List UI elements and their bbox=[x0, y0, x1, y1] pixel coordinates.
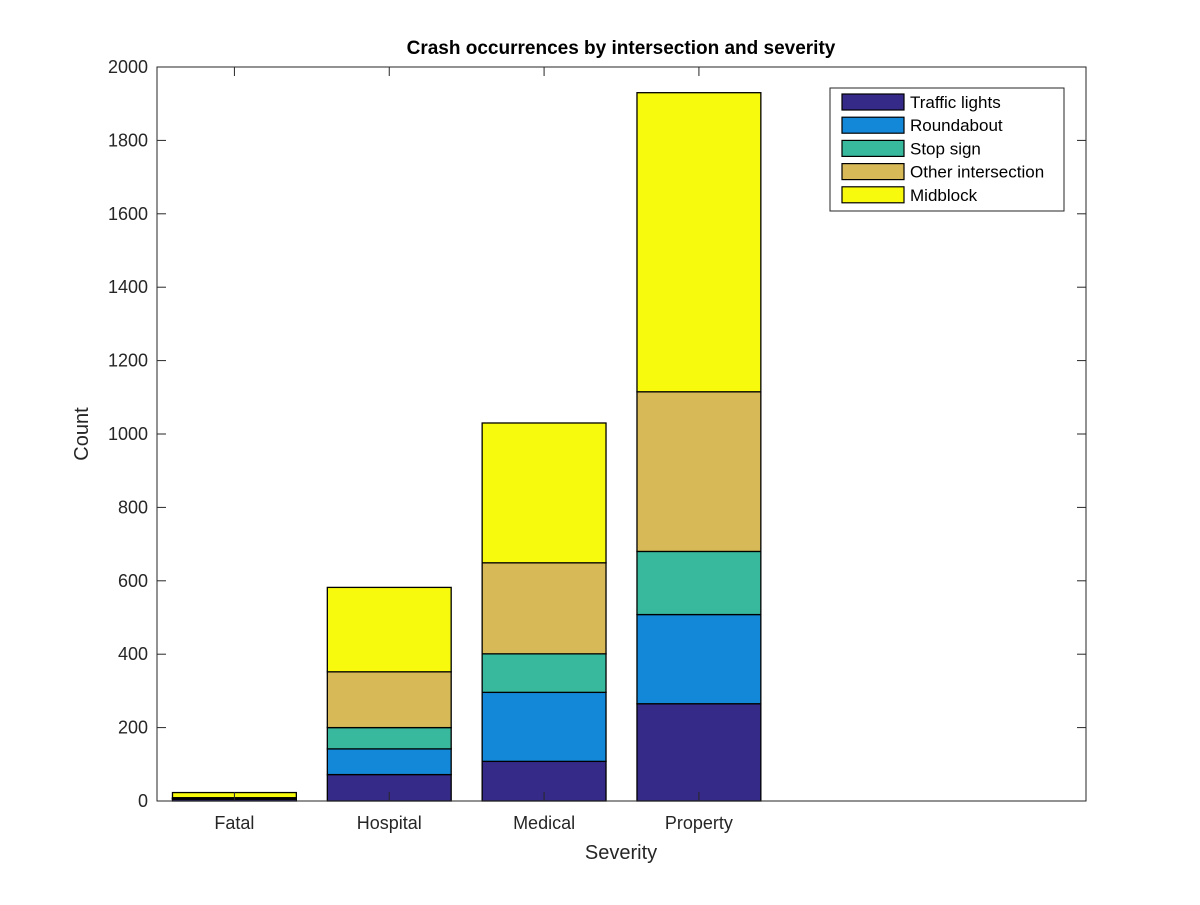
x-axis-label: Severity bbox=[585, 842, 657, 864]
bar-property-midblock bbox=[637, 93, 761, 392]
x-tick-label-hospital: Hospital bbox=[357, 813, 422, 833]
legend-label-midblock: Midblock bbox=[910, 186, 978, 205]
bar-property-stop-sign bbox=[637, 551, 761, 614]
bar-property-roundabout bbox=[637, 615, 761, 704]
y-tick-label-200: 200 bbox=[118, 718, 148, 738]
bar-medical-other-intersection bbox=[482, 563, 606, 654]
y-tick-label-1200: 1200 bbox=[108, 351, 148, 371]
x-tick-label-property: Property bbox=[665, 813, 733, 833]
legend-swatch-other-intersection bbox=[842, 164, 904, 180]
bar-hospital-other-intersection bbox=[327, 672, 451, 728]
bar-medical-midblock bbox=[482, 423, 606, 563]
y-tick-label-800: 800 bbox=[118, 497, 148, 517]
y-tick-label-400: 400 bbox=[118, 644, 148, 664]
bar-medical-roundabout bbox=[482, 692, 606, 761]
legend-swatch-roundabout bbox=[842, 117, 904, 133]
legend: Traffic lights Roundabout Stop sign Other i… bbox=[830, 88, 1064, 211]
y-tick-label-1600: 1600 bbox=[108, 204, 148, 224]
bar-hospital-roundabout bbox=[327, 749, 451, 775]
bar-property-traffic-lights bbox=[637, 704, 761, 801]
chart-title: Crash occurrences by intersection and se… bbox=[407, 38, 836, 59]
legend-label-traffic-lights: Traffic lights bbox=[910, 93, 1001, 112]
bar-medical-stop-sign bbox=[482, 654, 606, 693]
bar-hospital-stop-sign bbox=[327, 728, 451, 749]
y-tick-label-2000: 2000 bbox=[108, 57, 148, 77]
y-tick-label-1800: 1800 bbox=[108, 130, 148, 150]
y-tick-label-1000: 1000 bbox=[108, 424, 148, 444]
y-tick-label-600: 600 bbox=[118, 571, 148, 591]
y-axis-label: Count bbox=[71, 407, 93, 461]
x-tick-label-medical: Medical bbox=[513, 813, 575, 833]
legend-label-roundabout: Roundabout bbox=[910, 116, 1003, 135]
y-tick-label-0: 0 bbox=[138, 791, 148, 811]
legend-swatch-midblock bbox=[842, 187, 904, 203]
bar-property-other-intersection bbox=[637, 392, 761, 552]
legend-label-other-intersection: Other intersection bbox=[910, 163, 1044, 182]
legend-label-stop-sign: Stop sign bbox=[910, 139, 981, 158]
legend-swatch-traffic-lights bbox=[842, 94, 904, 110]
bars-group bbox=[172, 93, 760, 801]
bar-hospital-midblock bbox=[327, 587, 451, 671]
x-tick-label-fatal: Fatal bbox=[214, 813, 254, 833]
y-tick-label-1400: 1400 bbox=[108, 277, 148, 297]
legend-swatch-stop-sign bbox=[842, 140, 904, 156]
